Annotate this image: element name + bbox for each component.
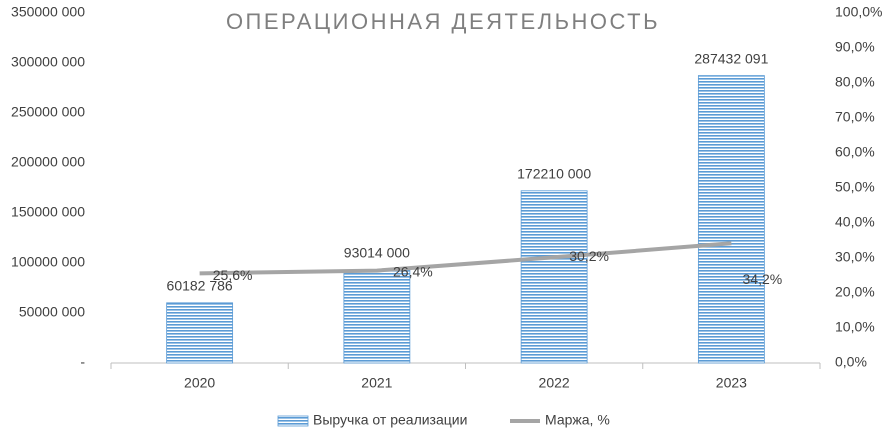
y2-tick-label: 70,0% bbox=[835, 109, 875, 125]
line-value-label: 34,2% bbox=[743, 271, 783, 287]
bar bbox=[697, 75, 765, 364]
y2-tick-label: 0,0% bbox=[835, 354, 867, 370]
y2-tick-label: 60,0% bbox=[835, 144, 875, 160]
bar bbox=[166, 302, 234, 364]
x-tick-label: 2020 bbox=[184, 375, 215, 391]
x-tick-label: 2022 bbox=[539, 375, 570, 391]
line-value-label: 26,4% bbox=[393, 263, 433, 279]
line-value-label: 30,2% bbox=[569, 248, 609, 264]
y2-tick-label: 10,0% bbox=[835, 319, 875, 335]
y2-tick-label: 50,0% bbox=[835, 179, 875, 195]
y-tick-label: 300000 000 bbox=[11, 54, 85, 70]
bar bbox=[520, 190, 588, 364]
y-tick-label: 50000 000 bbox=[19, 304, 85, 320]
bar bbox=[343, 269, 411, 364]
x-tick-label: 2021 bbox=[361, 375, 392, 391]
bar-value-label: 287432 091 bbox=[694, 50, 768, 66]
y-tick-label: 150000 000 bbox=[11, 204, 85, 220]
y-tick-label: 250000 000 bbox=[11, 104, 85, 120]
y-tick-label: 200000 000 bbox=[11, 154, 85, 170]
legend-label: Маржа, % bbox=[545, 412, 610, 428]
y2-tick-label: 20,0% bbox=[835, 284, 875, 300]
margin-line bbox=[199, 241, 732, 276]
y-tick-label: 350000 000 bbox=[11, 4, 85, 20]
bar-value-label: 172210 000 bbox=[517, 165, 591, 181]
line-value-label: 25,6% bbox=[213, 267, 253, 283]
x-tick-label: 2023 bbox=[716, 375, 747, 391]
y2-tick-label: 90,0% bbox=[835, 39, 875, 55]
y2-tick-label: 100,0% bbox=[835, 4, 882, 20]
legend-swatch bbox=[277, 415, 309, 427]
y2-tick-label: 30,0% bbox=[835, 249, 875, 265]
legend-label: Выручка от реализации bbox=[313, 412, 467, 428]
chart-title: ОПЕРАЦИОННАЯ ДЕЯТЕЛЬНОСТЬ bbox=[226, 9, 660, 34]
y2-tick-label: 40,0% bbox=[835, 214, 875, 230]
y-tick-label: - bbox=[80, 354, 85, 370]
y2-tick-label: 80,0% bbox=[835, 74, 875, 90]
y-tick-label: 100000 000 bbox=[11, 254, 85, 270]
bar-value-label: 60182 786 bbox=[167, 278, 233, 294]
bar-value-label: 93014 000 bbox=[344, 245, 410, 261]
